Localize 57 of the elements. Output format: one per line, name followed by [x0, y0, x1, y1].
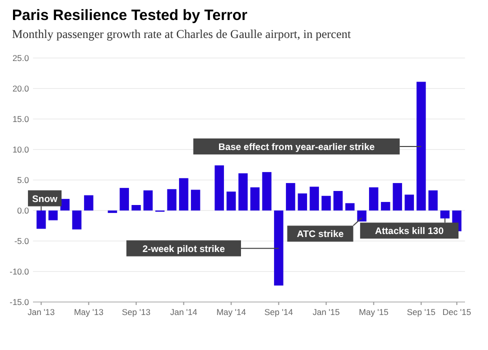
bar — [286, 183, 296, 210]
annotation: Base effect from year-earlier strike — [218, 142, 375, 153]
bar — [72, 210, 82, 230]
bar — [369, 187, 378, 210]
y-tick-label: -5.0 — [14, 236, 30, 246]
bar — [298, 193, 308, 210]
annotation: Attacks kill 130 — [374, 226, 444, 238]
x-tick-label: Sep '13 — [122, 307, 151, 317]
bar — [238, 173, 248, 210]
bar — [60, 198, 70, 210]
chart-title: Paris Resilience Tested by Terror — [12, 7, 248, 24]
x-tick-label: May '14 — [216, 307, 246, 317]
annotation: Snow — [32, 194, 58, 205]
bar — [36, 210, 46, 229]
bar — [416, 82, 426, 210]
y-tick-label: 0.0 — [17, 206, 30, 216]
y-tick-label: 5.0 — [17, 175, 30, 185]
y-tick-label: 25.0 — [12, 53, 30, 63]
bar — [143, 190, 153, 210]
bar — [333, 190, 343, 210]
x-tick-label: Jan '14 — [170, 307, 198, 317]
y-tick-label: -10.0 — [10, 266, 30, 276]
bar — [322, 196, 331, 210]
bar — [310, 186, 319, 210]
bar — [167, 189, 176, 210]
x-tick-label: May '13 — [74, 307, 104, 317]
x-tick-label: Sep '14 — [264, 307, 294, 317]
annotation: ATC strike — [296, 229, 344, 240]
y-tick-label: -15.0 — [10, 297, 30, 307]
bar — [250, 187, 260, 210]
bar — [392, 183, 402, 210]
bar — [404, 194, 414, 210]
y-tick-label: 15.0 — [12, 114, 30, 124]
bar — [345, 203, 355, 210]
bar — [380, 202, 390, 210]
bar — [132, 205, 141, 210]
bar — [48, 210, 58, 220]
x-tick-label: Dec '15 — [442, 307, 472, 317]
y-tick-label: 10.0 — [12, 144, 30, 154]
bar — [357, 210, 366, 222]
bar — [428, 190, 438, 210]
x-tick-label: Jan '13 — [28, 307, 56, 317]
y-tick-label: 20.0 — [12, 84, 30, 94]
bar — [120, 188, 129, 210]
bar — [214, 165, 224, 210]
chart-subtitle: Monthly passenger growth rate at Charles de Gaulle airport, in percent — [12, 27, 352, 41]
bar — [440, 210, 450, 218]
bar — [179, 178, 188, 210]
bar — [84, 195, 94, 210]
annotation: 2-week pilot strike — [142, 244, 225, 255]
x-tick-label: Sep '15 — [406, 307, 436, 317]
bar — [274, 210, 284, 286]
x-tick-label: May '15 — [358, 307, 389, 317]
bar — [262, 172, 272, 210]
x-tick-label: Jan '15 — [312, 307, 340, 317]
bar — [226, 192, 236, 210]
bar — [190, 190, 200, 210]
